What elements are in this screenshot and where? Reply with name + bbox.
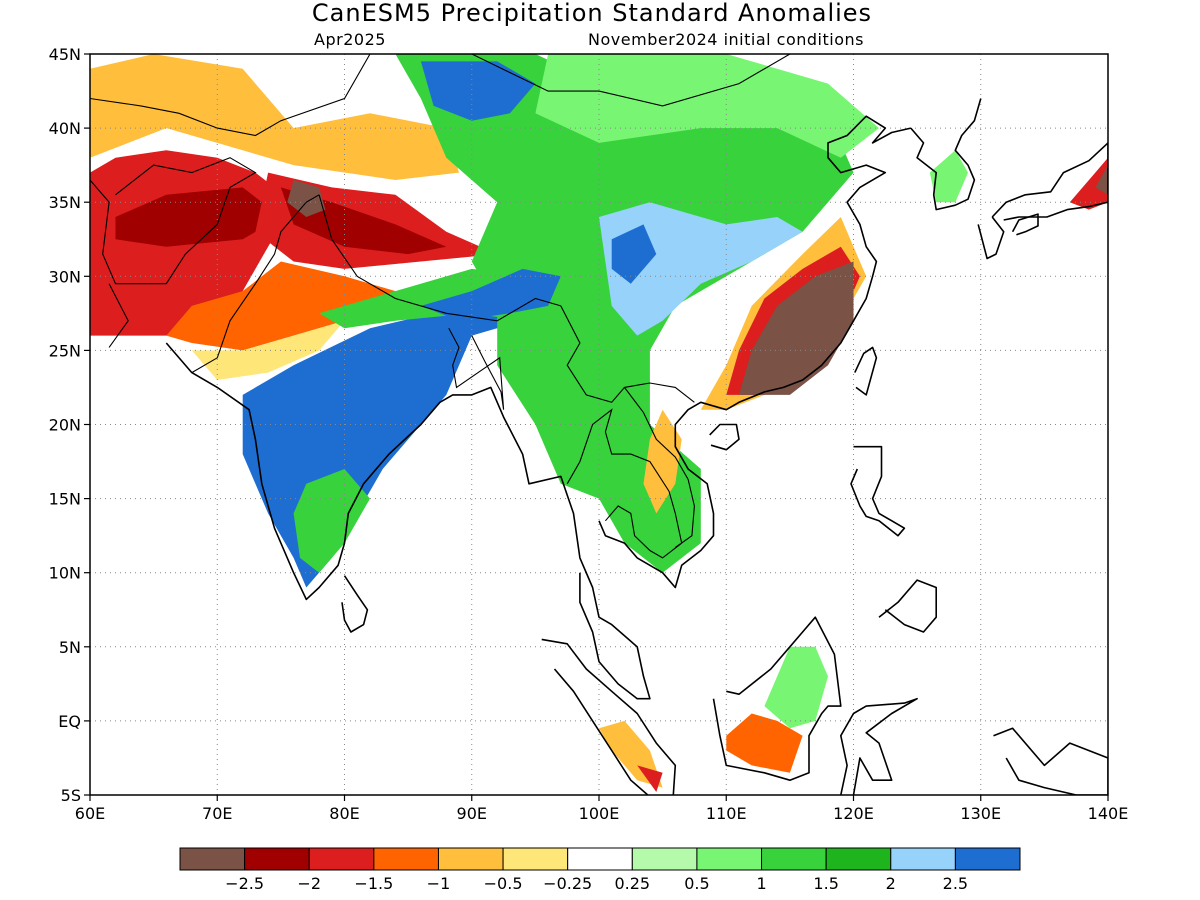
- x-tick-label: 70E: [202, 804, 232, 823]
- y-tick-label: 5N: [59, 638, 81, 657]
- anomaly-region-indochina-dry: [643, 409, 682, 514]
- anomaly-region-gobi-light-green: [535, 54, 879, 158]
- coastline-luzon: [850, 445, 906, 537]
- colorbar-swatch: [631, 847, 698, 871]
- colorbar-swatch: [437, 847, 504, 871]
- anomaly-region-borneo-dry: [726, 713, 803, 773]
- colorbar-swatch: [890, 847, 956, 871]
- anomaly-region-korea-light-green: [929, 150, 968, 203]
- anomaly-region-japan-core: [1095, 165, 1108, 195]
- border-iran-pakistan: [108, 283, 129, 348]
- colorbar-swatch: [696, 847, 763, 871]
- colorbar-swatch: [308, 847, 375, 871]
- colorbar-label: 1.5: [813, 874, 838, 893]
- coastline-korea: [910, 98, 982, 211]
- border-myanmar-thailand: [566, 408, 683, 559]
- anomaly-region-sichuan-blue: [599, 202, 803, 336]
- border-laos-vietnam: [624, 387, 695, 548]
- x-tick-label: 80E: [329, 804, 359, 823]
- colorbar-swatch: [244, 847, 310, 871]
- y-tick-label: 10N: [49, 564, 81, 583]
- initial-conditions-label: November2024 initial conditions: [588, 30, 864, 49]
- anomaly-region-western-india-dry: [191, 320, 345, 380]
- coastline-mindanao: [878, 579, 938, 633]
- anomaly-region-central-asia-dry: [90, 54, 459, 180]
- colorbar-swatch: [502, 847, 569, 871]
- colorbar-label: −1: [427, 874, 451, 893]
- colorbar-swatch: [761, 847, 827, 871]
- y-tick-label: 45N: [49, 45, 81, 64]
- x-tick-label: 130E: [960, 804, 1001, 823]
- y-axis: 45N 40N 35N 30N 25N 20N 15N 10N 5N EQ 5S: [49, 45, 90, 805]
- anomaly-region-borneo-north-green: [764, 646, 828, 729]
- colorbar-label: 0.25: [614, 874, 650, 893]
- coastline-new-guinea: [993, 727, 1108, 795]
- y-tick-label: 5S: [61, 786, 81, 805]
- colorbar-label: −2: [297, 874, 321, 893]
- y-tick-label: 25N: [49, 341, 81, 360]
- coastline-india: [165, 342, 651, 700]
- colorbar-label: 1: [756, 874, 766, 893]
- y-tick-label: 30N: [49, 267, 81, 286]
- coastline-sumatra: [541, 638, 677, 795]
- colorbar-label: −2.5: [225, 874, 264, 893]
- colorbar-label: −0.25: [543, 874, 592, 893]
- anomaly-region-sichuan-core: [611, 224, 657, 284]
- colorbar-swatch: [567, 847, 633, 871]
- border-himalaya: [318, 194, 561, 322]
- figure-title: CanESM5 Precipitation Standard Anomalies: [312, 0, 872, 27]
- colorbar-label: −0.5: [484, 874, 523, 893]
- y-tick-label: 40N: [49, 119, 81, 138]
- x-tick-label: 120E: [833, 804, 874, 823]
- coastlines-layer: [90, 54, 1108, 795]
- x-tick-label: 140E: [1088, 804, 1129, 823]
- y-tick-label: EQ: [58, 712, 81, 731]
- x-tick-label: 60E: [75, 804, 105, 823]
- border-china-mongolia: [471, 54, 791, 107]
- coastline-borneo: [712, 616, 842, 782]
- colorbar-swatch: [954, 847, 1021, 871]
- coastline-hainan: [709, 423, 740, 451]
- anomaly-region-afghanistan-core: [115, 187, 281, 247]
- border-central-asia: [90, 54, 371, 137]
- colorbar-label: −1.5: [354, 874, 393, 893]
- x-tick-label: 90E: [457, 804, 487, 823]
- colorbar: −2.5 −2 −1.5 −1 −0.5 −0.25 0.25 0.5 1 1.5 2 2.5: [179, 847, 1021, 893]
- x-tick-label: 110E: [706, 804, 747, 823]
- colorbar-swatch: [179, 847, 246, 871]
- colorbar-swatch: [373, 847, 439, 871]
- coastline-japan-kyushu: [977, 216, 1005, 260]
- anomaly-region-sumatra-red: [637, 765, 663, 792]
- coastline-japan-shikoku: [1011, 213, 1039, 236]
- anomaly-region-northwest-india-pakistan: [166, 261, 396, 351]
- anomaly-fill-layer: [90, 54, 1108, 792]
- border-bangladesh: [448, 327, 505, 410]
- colorbar-label: 0.5: [684, 874, 709, 893]
- y-tick-label: 15N: [49, 490, 81, 509]
- anomaly-region-karakoram-peak: [287, 180, 326, 217]
- anomaly-region-japan-red: [1069, 157, 1108, 210]
- x-axis: 60E 70E 80E 90E 100E 110E 120E 130E 140E: [75, 795, 1129, 823]
- valid-month-label: Apr2025: [314, 30, 386, 49]
- coastline-sri-lanka: [341, 575, 369, 633]
- colorbar-label: 2.5: [943, 874, 968, 893]
- anomaly-region-bhutan-blue: [420, 268, 561, 321]
- coastline-japan-honshu: [991, 142, 1108, 221]
- colorbar-swatch: [825, 847, 892, 871]
- map-area: [89, 53, 1109, 796]
- anomaly-region-mongolia-blue: [420, 61, 536, 121]
- coastline-sulawesi: [839, 697, 918, 795]
- border-afghanistan: [90, 157, 257, 285]
- colorbar-label: 2: [886, 874, 896, 893]
- border-india-pakistan: [191, 194, 320, 374]
- anomaly-region-southern-india-green: [293, 469, 370, 573]
- y-tick-label: 20N: [49, 416, 81, 435]
- x-tick-label: 100E: [579, 804, 620, 823]
- coastline-taiwan: [854, 346, 878, 396]
- coastline-indochina: [598, 115, 911, 589]
- border-china-myanmar: [560, 305, 695, 403]
- y-tick-label: 35N: [49, 193, 81, 212]
